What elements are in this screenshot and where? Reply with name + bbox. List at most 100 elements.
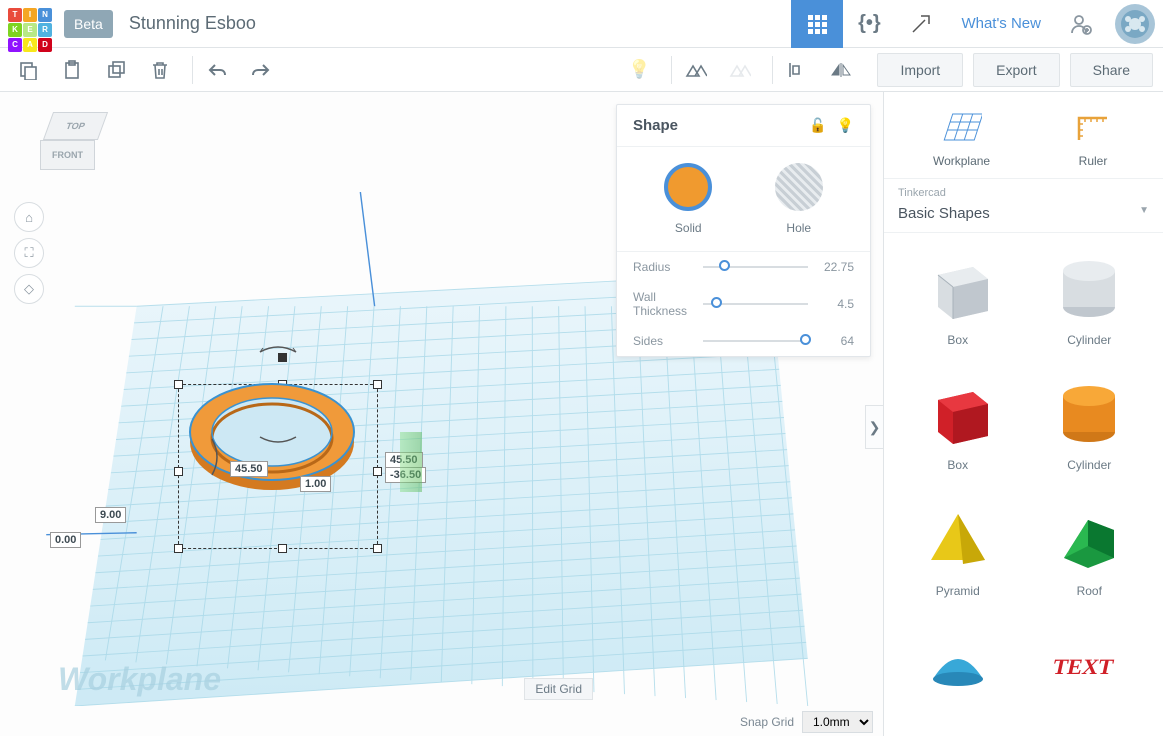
shape-thumbnail <box>1050 376 1128 450</box>
paste-button[interactable] <box>54 52 90 88</box>
dimension-offset[interactable]: 1.00 <box>300 476 331 492</box>
code-icon: {•} <box>858 12 881 35</box>
ruler-tool-label: Ruler <box>1072 154 1114 168</box>
solid-mode-button[interactable]: Solid <box>664 163 712 235</box>
category-dropdown[interactable]: Basic Shapes ▼ <box>884 203 1163 233</box>
hole-mode-button[interactable]: Hole <box>775 163 823 235</box>
3d-canvas[interactable]: TOP FRONT ⌂ ⛶ ◇ Workplane <box>0 92 883 736</box>
redo-button[interactable] <box>243 52 279 88</box>
param-label: Sides <box>633 334 693 348</box>
dimension-z[interactable]: 0.00 <box>50 532 81 548</box>
user-avatar[interactable] <box>1115 4 1155 44</box>
shape-inspector: Shape 🔓 💡 Solid Hole Radius 22.75 Wall T… <box>616 104 871 357</box>
workplane-tool-label: Workplane <box>933 154 990 168</box>
grid-icon <box>806 13 828 35</box>
shape-item-pyramid[interactable]: Pyramid <box>894 494 1022 615</box>
rotate-indicator <box>258 342 298 356</box>
project-title[interactable]: Stunning Esboo <box>129 13 792 34</box>
chevron-down-icon: ▼ <box>1139 205 1149 222</box>
undo-icon <box>207 62 227 78</box>
solid-swatch <box>664 163 712 211</box>
param-value[interactable]: 22.75 <box>818 260 854 274</box>
shape-item-cyl-orange[interactable]: Cylinder <box>1026 368 1154 489</box>
viewcube-front[interactable]: FRONT <box>40 140 95 170</box>
delete-button[interactable] <box>142 52 178 88</box>
import-button[interactable]: Import <box>877 53 963 87</box>
shape-thumbnail <box>919 376 997 450</box>
param-row-0: Radius 22.75 <box>617 252 870 282</box>
shape-thumbnail <box>919 251 997 325</box>
shape-item-roof[interactable]: Roof <box>1026 494 1154 615</box>
bulb-icon[interactable]: 💡 <box>837 117 854 134</box>
shape-name-label: Pyramid <box>898 584 1018 598</box>
shape-name-label: Box <box>898 333 1018 347</box>
hole-label: Hole <box>775 221 823 235</box>
dimension-depth[interactable]: 45.50 <box>230 461 268 477</box>
share-button[interactable]: Share <box>1070 53 1153 87</box>
sidebar-expand-tab[interactable]: ❯ <box>865 405 883 449</box>
shape-item-box-red[interactable]: Box <box>894 368 1022 489</box>
group-button[interactable] <box>678 52 714 88</box>
duplicate-icon <box>106 60 126 80</box>
rotate-indicator-side <box>208 437 222 477</box>
duplicate-button[interactable] <box>98 52 134 88</box>
snap-grid-label: Snap Grid <box>740 715 794 729</box>
shape-thumbnail <box>1050 502 1128 576</box>
shape-name-label: Roof <box>1030 584 1150 598</box>
account-button[interactable] <box>1055 0 1107 48</box>
param-label: Radius <box>633 260 693 274</box>
blocks-mode-button[interactable]: {•} <box>843 0 895 48</box>
shape-name-label: Cylinder <box>1030 458 1150 472</box>
bottom-bar: Snap Grid 1.0mm <box>0 708 883 736</box>
tinkercad-logo[interactable]: TINKERCAD <box>8 8 56 40</box>
shape-thumbnail <box>1050 251 1128 325</box>
param-row-2: Sides 64 <box>617 326 870 356</box>
param-slider[interactable] <box>703 266 808 268</box>
redo-icon <box>251 62 271 78</box>
viewcube[interactable]: TOP FRONT <box>40 112 110 182</box>
copy-button[interactable] <box>10 52 46 88</box>
copy-icon <box>18 60 38 80</box>
shape-item-box-gray[interactable]: Box <box>894 243 1022 364</box>
group-icon <box>685 62 707 78</box>
param-value[interactable]: 4.5 <box>818 297 854 311</box>
dimension-height[interactable]: 9.00 <box>95 507 126 523</box>
param-slider[interactable] <box>703 303 808 305</box>
main-toolbar: 💡 Import Export Share <box>0 48 1163 92</box>
app-header: TINKERCAD Beta Stunning Esboo {•} What's… <box>0 0 1163 48</box>
edit-grid-button[interactable]: Edit Grid <box>524 678 593 700</box>
ruler-tool[interactable]: Ruler <box>1072 106 1114 168</box>
shape-name-label: Cylinder <box>1030 333 1150 347</box>
align-button[interactable] <box>779 52 815 88</box>
trash-icon <box>150 60 170 80</box>
shape-item-cyl-gray[interactable]: Cylinder <box>1026 243 1154 364</box>
shape-item-text[interactable]: TEXT <box>1026 619 1154 726</box>
ungroup-button[interactable] <box>722 52 758 88</box>
workplane-icon <box>941 106 983 148</box>
design-mode-button[interactable] <box>791 0 843 48</box>
hole-swatch <box>775 163 823 211</box>
export-button[interactable]: Export <box>973 53 1059 87</box>
param-label: Wall Thickness <box>633 290 693 318</box>
visibility-button[interactable]: 💡 <box>621 52 657 88</box>
param-slider[interactable] <box>703 340 808 342</box>
workplane-label: Workplane <box>58 661 221 698</box>
workplane-tool[interactable]: Workplane <box>933 106 990 168</box>
solid-label: Solid <box>664 221 712 235</box>
svg-text:TEXT: TEXT <box>1054 654 1116 679</box>
param-value[interactable]: 64 <box>818 334 854 348</box>
snap-grid-select[interactable]: 1.0mm <box>802 711 873 733</box>
whats-new-link[interactable]: What's New <box>947 15 1055 32</box>
align-icon <box>787 61 807 79</box>
mirror-icon <box>830 61 852 79</box>
param-row-1: Wall Thickness 4.5 <box>617 282 870 326</box>
undo-button[interactable] <box>199 52 235 88</box>
pickaxe-icon <box>909 12 933 36</box>
minecraft-button[interactable] <box>895 0 947 48</box>
category-parent: Tinkercad <box>884 179 1163 203</box>
lock-icon[interactable]: 🔓 <box>809 117 826 134</box>
mirror-button[interactable] <box>823 52 859 88</box>
shapes-sidebar: Workplane Ruler Tinkercad Basic Shapes ▼… <box>883 92 1163 736</box>
viewcube-top[interactable]: TOP <box>43 112 108 140</box>
shape-item-dome[interactable] <box>894 619 1022 726</box>
